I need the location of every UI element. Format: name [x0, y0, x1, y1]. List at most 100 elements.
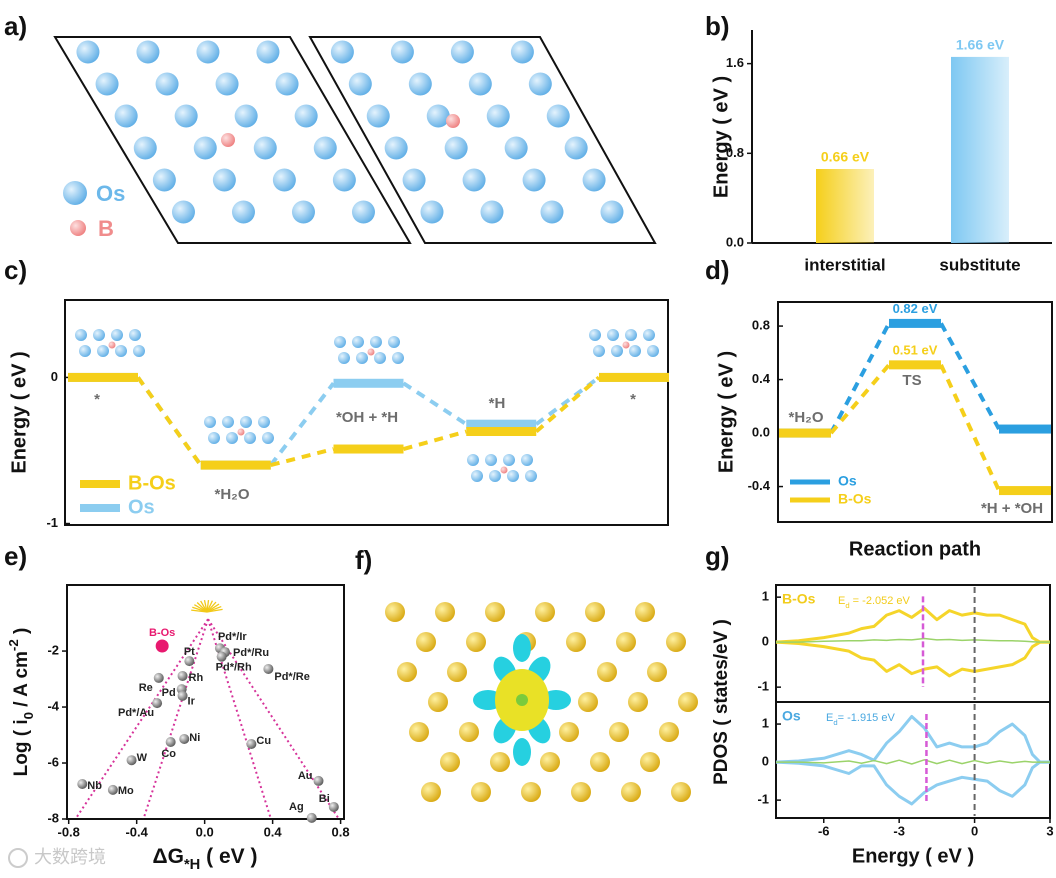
os-atom: [564, 136, 588, 160]
os-atom: [522, 168, 546, 192]
surface-atom: [467, 454, 479, 466]
x-tick-label: substitute: [939, 255, 1020, 274]
os-atom: [647, 662, 667, 682]
connector: [270, 447, 334, 468]
os-atom: [559, 722, 579, 742]
os-atom: [212, 168, 236, 192]
b-atom: [500, 466, 508, 474]
point-label: Re: [139, 682, 153, 694]
point-label: Mo: [118, 785, 134, 797]
os-atom: [272, 168, 296, 192]
data-point: [177, 670, 188, 681]
os-atom: [231, 200, 255, 224]
point-label: Bi: [319, 793, 330, 805]
surface-atom: [204, 416, 216, 428]
surface-atom: [222, 416, 234, 428]
data-point: [246, 738, 257, 749]
panel-f: [385, 602, 698, 802]
connector: [402, 381, 468, 426]
os-atom: [540, 752, 560, 772]
y-tick-label: 1.6: [726, 55, 744, 70]
energy-level: [68, 372, 138, 382]
surface-atom: [75, 329, 87, 341]
os-atom: [678, 692, 698, 712]
surface-atom: [244, 432, 256, 444]
slab-outline: [308, 36, 657, 244]
point-label: Co: [161, 748, 176, 760]
surface-atom: [593, 345, 605, 357]
state-label: *H₂O: [214, 486, 249, 503]
watermark-icon: [8, 848, 28, 868]
data-point: [77, 779, 88, 790]
slab-outline: [53, 36, 412, 244]
label-part: E: [838, 595, 845, 607]
os-atom: [462, 168, 486, 192]
os-atom: [253, 136, 277, 160]
state-label: TS: [902, 372, 921, 389]
os-atom: [600, 200, 624, 224]
b-atom: [622, 341, 630, 349]
energy-level: [999, 424, 1051, 434]
os-atom: [402, 168, 426, 192]
x-tick-label: -0.8: [57, 824, 79, 839]
surface-atom: [129, 329, 141, 341]
subplot-tag: Os: [782, 708, 801, 724]
connector: [136, 376, 203, 467]
os-atom: [348, 72, 372, 96]
os-atom: [635, 602, 655, 622]
plot-frame: [775, 584, 1051, 703]
data-point: [153, 672, 164, 683]
os-atom: [416, 632, 436, 652]
os-atom: [582, 168, 606, 192]
label-part: ): [11, 628, 32, 640]
bar: [816, 169, 874, 243]
point-label: Rh: [189, 672, 204, 684]
surface-atom: [334, 336, 346, 348]
os-atom: [215, 72, 239, 96]
legend-label: Os: [96, 181, 125, 206]
os-atom: [528, 72, 552, 96]
connector: [402, 429, 467, 451]
os-atom: [571, 782, 591, 802]
os-atom: [330, 40, 354, 64]
y-tick-label: 0: [762, 634, 769, 649]
os-atom: [155, 72, 179, 96]
legend-b: [70, 220, 86, 236]
os-atom: [193, 136, 217, 160]
surface-atom: [485, 454, 497, 466]
surface-atom: [525, 470, 537, 482]
apex-burst: [206, 608, 223, 613]
os-atom: [521, 782, 541, 802]
os-atom: [566, 632, 586, 652]
y-tick-label: -8: [47, 810, 59, 825]
panel-label: d): [705, 255, 730, 285]
point-label: W: [137, 752, 148, 764]
os-atom: [76, 40, 100, 64]
surface-atom: [507, 470, 519, 482]
surface-atom: [370, 336, 382, 348]
surface-atom: [262, 432, 274, 444]
panel-label: e): [4, 541, 27, 571]
value-label: 0.66 eV: [821, 149, 870, 165]
os-atom: [466, 632, 486, 652]
data-point: [179, 733, 190, 744]
y-tick-label: 0.0: [752, 425, 770, 440]
point-label: Pd*/Ru: [233, 647, 269, 659]
os-atom: [133, 136, 157, 160]
panel-label: a): [4, 11, 27, 41]
b-atom: [367, 348, 375, 356]
surface-atom: [208, 432, 220, 444]
state-label: *OH + *H: [336, 409, 398, 426]
connector: [939, 322, 1001, 431]
y-tick-label: 1: [762, 589, 769, 604]
surface-atom: [625, 329, 637, 341]
x-tick-label: 0.4: [264, 824, 283, 839]
point-label: Pd*/Re: [274, 671, 309, 683]
data-point: [263, 663, 274, 674]
connector: [269, 382, 336, 467]
y-axis-title: Log ( i0 / A cm-2 ): [6, 628, 36, 777]
legend-os: [63, 181, 87, 205]
os-atom: [444, 136, 468, 160]
os-atom: [546, 104, 570, 128]
os-atom: [421, 782, 441, 802]
